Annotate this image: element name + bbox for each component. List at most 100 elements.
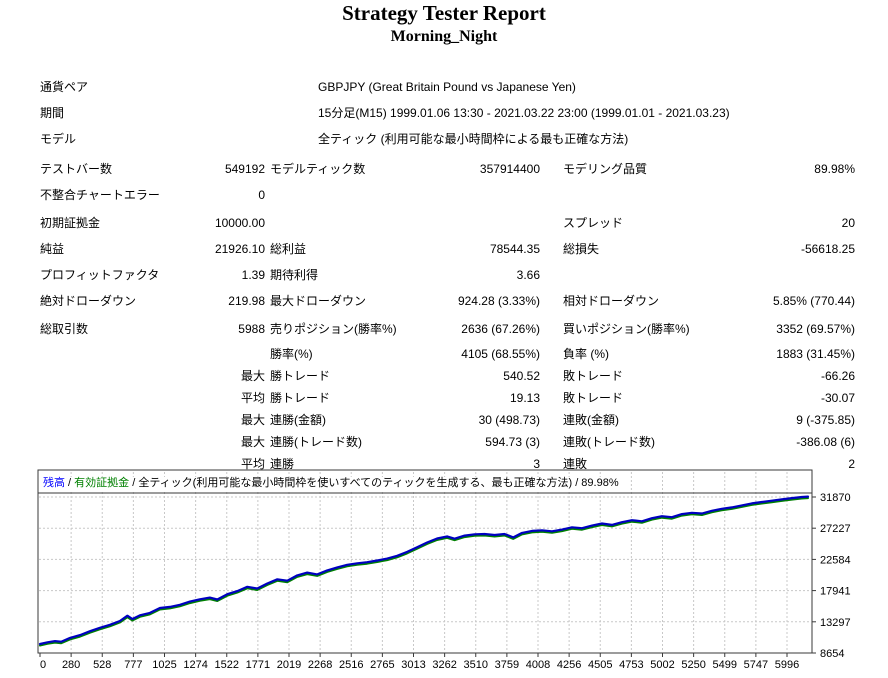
stat-label: 敗トレード (563, 369, 624, 383)
stat-value: 78544.35 (489, 242, 540, 256)
stat-label: 相対ドローダウン (563, 294, 660, 308)
x-axis-label: 528 (93, 659, 111, 671)
stat-value: 最大 (240, 435, 265, 449)
x-axis-label: 4008 (526, 659, 550, 671)
info-label: 通貨ペア (40, 80, 89, 94)
x-axis-label: 777 (124, 659, 142, 671)
stat-value: 10000.00 (214, 216, 265, 230)
stat-label: 連敗(金額) (563, 413, 619, 427)
x-axis-label: 5996 (775, 659, 799, 671)
chart-border (37, 469, 813, 654)
stat-label: モデリング品質 (563, 162, 648, 176)
x-axis-label: 1522 (215, 659, 239, 671)
stat-value: 9 (-375.85) (796, 413, 855, 427)
stat-label: 総利益 (270, 242, 307, 256)
stat-label: 敗トレード (563, 391, 624, 405)
x-axis-label: 3013 (401, 659, 425, 671)
equity-line (39, 497, 809, 647)
stat-label: モデルティック数 (270, 162, 366, 176)
x-axis-label: 280 (62, 659, 80, 671)
stat-value: 平均 (240, 391, 265, 405)
stat-value: -66.26 (820, 369, 855, 383)
x-axis-label: 1274 (183, 659, 207, 671)
x-axis-label: 3759 (495, 659, 519, 671)
x-axis-label: 4753 (619, 659, 643, 671)
stat-value: 3352 (69.57%) (776, 322, 855, 336)
stat-value: 平均 (240, 457, 265, 471)
stat-value: -30.07 (820, 391, 855, 405)
stat-value: 5.85% (770.44) (772, 294, 855, 308)
stat-value: -386.08 (6) (796, 435, 855, 449)
stat-label: 純益 (40, 242, 65, 256)
stat-label: 絶対ドローダウン (40, 294, 137, 308)
stat-label: プロフィットファクタ (40, 268, 160, 282)
stat-label: 不整合チャートエラー (40, 188, 160, 202)
stat-label: 期待利得 (270, 268, 319, 282)
info-value: 15分足(M15) 1999.01.06 13:30 - 2021.03.22 … (318, 106, 730, 120)
x-axis-label: 4505 (588, 659, 612, 671)
stat-label: 勝率(%) (270, 347, 313, 361)
stat-value: -56618.25 (800, 242, 855, 256)
stat-label: 負率 (%) (563, 347, 609, 361)
balance-line (38, 495, 810, 646)
stat-value: 2 (848, 457, 855, 471)
stat-label: 連勝(トレード数) (270, 435, 362, 449)
stat-label: 最大ドローダウン (270, 294, 367, 308)
stat-value: 2636 (67.26%) (461, 322, 540, 336)
stat-label: 連敗 (563, 457, 588, 471)
info-value: GBPJPY (Great Britain Pound vs Japanese … (318, 80, 576, 94)
y-axis-label: 13297 (820, 617, 851, 629)
stat-label: 総損失 (563, 242, 600, 256)
x-axis-label: 5250 (681, 659, 705, 671)
x-axis-label: 2268 (308, 659, 332, 671)
info-label: モデル (40, 132, 77, 146)
stat-value: 5988 (238, 322, 265, 336)
chart-legend-text: / (65, 477, 75, 489)
x-axis-label: 1025 (152, 659, 176, 671)
x-axis-label: 1771 (246, 659, 270, 671)
chart-legend: 残高 / 有効証拠金 / 全ティック(利用可能な最小時間枠を使いすべてのティック… (43, 477, 622, 490)
stat-value: 0 (258, 188, 265, 202)
chart-legend-text: 有効証拠金 (74, 477, 130, 489)
stat-label: 初期証拠金 (40, 216, 101, 230)
x-axis-label: 3510 (464, 659, 488, 671)
y-axis-label: 27227 (820, 523, 851, 535)
stat-label: 勝トレード (270, 391, 331, 405)
y-axis-label: 22584 (820, 554, 851, 566)
stat-label: 連勝(金額) (270, 413, 326, 427)
stat-label: 連敗(トレード数) (563, 435, 655, 449)
page-title: Strategy Tester Report (342, 1, 546, 25)
x-axis-label: 4256 (557, 659, 581, 671)
chart-legend-text: 残高 (43, 477, 65, 489)
stat-label: 勝トレード (270, 369, 331, 383)
info-value: 全ティック (利用可能な最小時間枠による最も正確な方法) (318, 132, 629, 146)
stat-label: 買いポジション(勝率%) (563, 322, 690, 336)
stat-label: スプレッド (563, 216, 624, 230)
x-axis-label: 3262 (432, 659, 456, 671)
stat-value: 924.28 (3.33%) (457, 294, 540, 308)
stat-value: 89.98% (814, 162, 855, 176)
strategy-name: Morning_Night (390, 28, 498, 45)
x-axis-label: 5002 (650, 659, 674, 671)
x-axis-label: 5499 (713, 659, 737, 671)
stat-value: 3 (533, 457, 540, 471)
x-axis-label: 5747 (744, 659, 768, 671)
stat-value: 20 (841, 216, 855, 230)
x-axis-label: 2019 (277, 659, 301, 671)
y-axis-label: 31870 (820, 492, 851, 504)
stat-value: 1.39 (241, 268, 265, 282)
stat-value: 4105 (68.55%) (461, 347, 540, 361)
balance-chart: 0 280 528 777 1025 1274 1522 1771 2019 2268 2516 27… (37, 469, 851, 671)
x-axis-label: 2516 (339, 659, 363, 671)
info-label: 期間 (40, 106, 65, 120)
stat-label: テストバー数 (40, 162, 113, 176)
stat-value: 219.98 (228, 294, 265, 308)
stat-value: 549192 (224, 162, 265, 176)
stat-value: 357914400 (479, 162, 540, 176)
y-axis-label: 17941 (820, 586, 851, 598)
stat-value: 540.52 (503, 369, 540, 383)
stat-value: 30 (498.73) (478, 413, 540, 427)
stat-value: 最大 (240, 369, 265, 383)
stat-value: 1883 (31.45%) (776, 347, 855, 361)
